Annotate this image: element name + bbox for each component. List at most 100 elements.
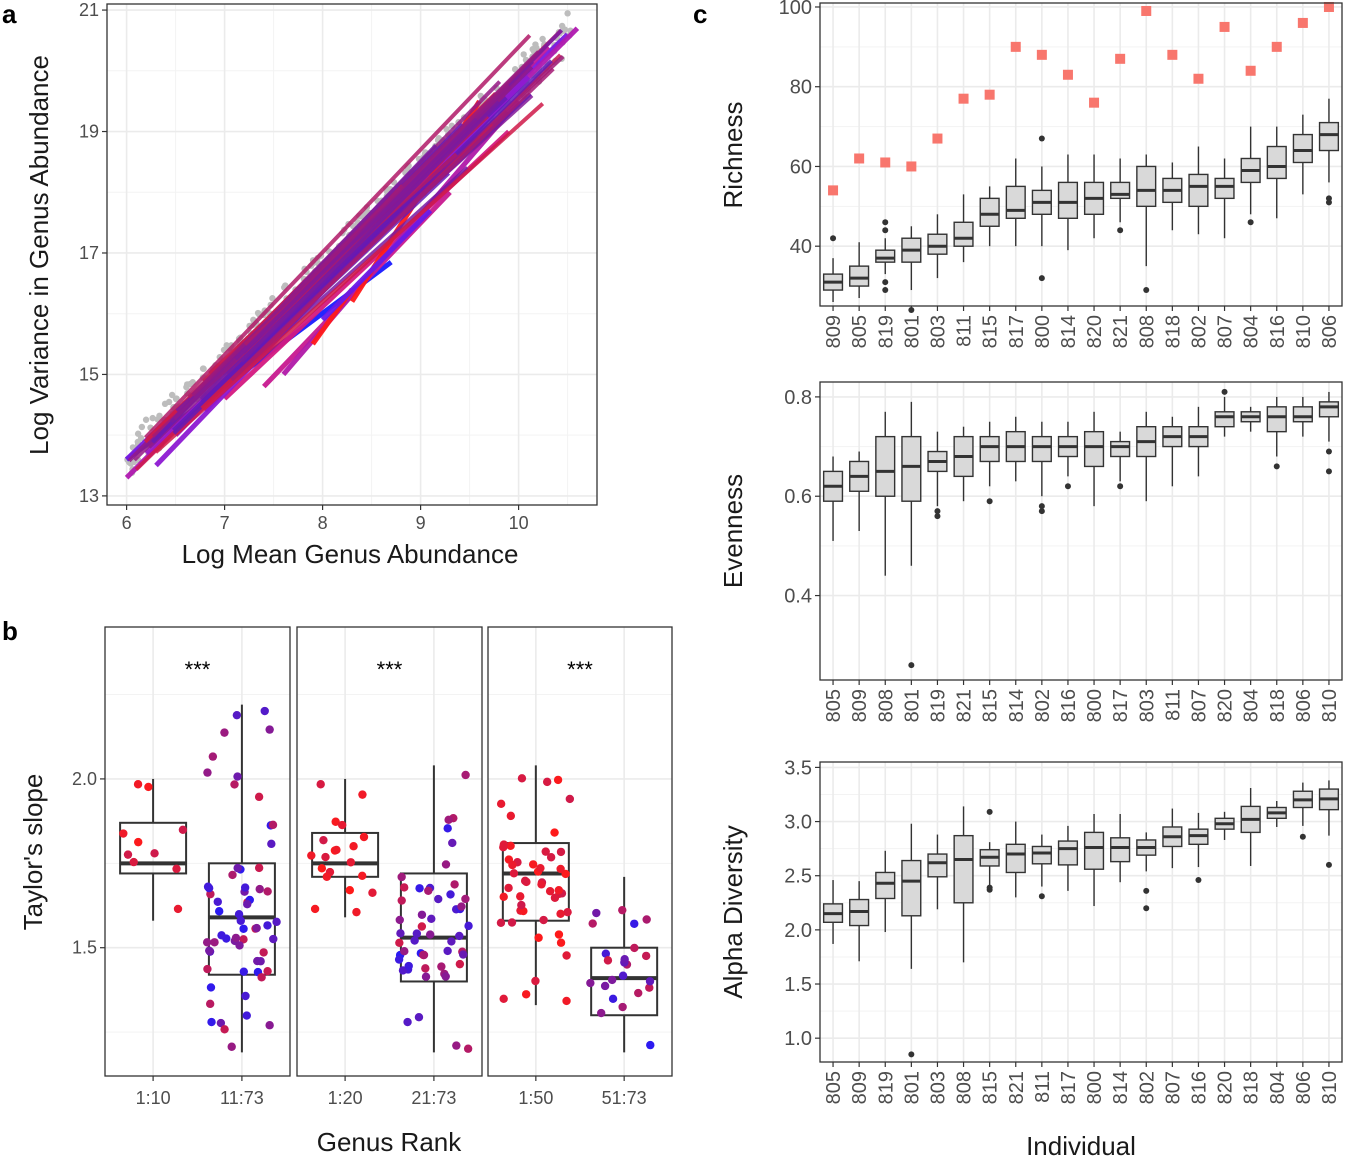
box <box>501 842 570 922</box>
y-tick-label: 3.0 <box>784 812 812 834</box>
y-tick-label: 1.5 <box>784 974 812 996</box>
x-tick-label: 809 <box>849 689 871 722</box>
jitter-point <box>458 950 468 959</box>
max-richness-marker <box>828 185 839 196</box>
jitter-point <box>421 972 431 981</box>
jitter-point <box>562 951 571 960</box>
y-tick-label: 3.5 <box>784 757 812 779</box>
jitter-point <box>641 951 651 961</box>
outlier-point <box>1038 503 1045 510</box>
jitter-point <box>205 946 214 955</box>
panel-letter-b: b <box>2 616 18 646</box>
outlier-point <box>934 508 941 515</box>
y-tick-label: 13 <box>79 486 99 506</box>
box <box>901 435 922 502</box>
box <box>1136 165 1157 208</box>
jitter-point <box>255 884 264 894</box>
jitter-point <box>267 839 276 849</box>
x-tick-label: 821 <box>1006 1071 1028 1104</box>
jitter-point <box>534 933 543 942</box>
jitter-point <box>332 845 341 855</box>
outlier-point <box>934 513 941 520</box>
outlier-point <box>1143 905 1150 912</box>
jitter-point <box>499 892 508 901</box>
box <box>1214 411 1235 428</box>
data-point <box>532 41 539 48</box>
y-tick-label: 100 <box>779 0 812 19</box>
x-tick-label: 814 <box>1006 689 1028 722</box>
outlier-point <box>1325 861 1332 868</box>
jitter-point <box>399 883 409 892</box>
fit-line <box>230 67 555 382</box>
jitter-point <box>322 872 332 881</box>
jitter-point <box>546 853 556 862</box>
facet-background <box>297 627 482 1076</box>
box <box>927 853 948 878</box>
y-axis-title: Log Variance in Genus Abundance <box>24 55 54 455</box>
plot-background <box>820 762 1342 1062</box>
jitter-point <box>316 780 325 789</box>
outlier-point <box>830 235 837 242</box>
x-tick-label: 803 <box>927 315 949 348</box>
outlier-point <box>882 219 889 226</box>
jitter-point <box>499 994 508 1003</box>
panel-a: 6 7 8 9 10 13 15 17 19 21 Log Mean Genus Abundance… <box>24 0 598 569</box>
jitter-point <box>463 1044 473 1053</box>
x-tick-label: 817 <box>1110 689 1132 722</box>
jitter-point <box>565 794 575 804</box>
outlier-point <box>1038 893 1045 900</box>
x-tick-label: 814 <box>1110 1071 1132 1104</box>
x-tick-label: 818 <box>1241 1071 1263 1104</box>
data-point <box>142 416 150 423</box>
jitter-point <box>520 876 530 886</box>
y-tick-label: 60 <box>790 156 812 178</box>
jitter-point <box>268 820 278 830</box>
jitter-point <box>434 894 443 904</box>
x-tick-label: 8 <box>318 513 328 533</box>
x-tick-label: 815 <box>980 689 1002 722</box>
outlier-point <box>1325 448 1332 455</box>
max-richness-marker <box>984 89 995 100</box>
y-axis-title: Alpha Diversity <box>718 825 748 998</box>
x-tick-label: 806 <box>1293 1071 1315 1104</box>
jitter-point <box>447 937 456 946</box>
jitter-point <box>444 815 453 824</box>
jitter-point <box>600 981 610 991</box>
jitter-point <box>642 915 651 924</box>
max-richness-marker <box>1271 41 1282 52</box>
jitter-point <box>263 966 272 976</box>
max-richness-marker <box>1089 97 1100 108</box>
jitter-point <box>521 990 531 999</box>
x-tick-label: 806 <box>1319 315 1341 348</box>
x-tick-label: 811 <box>1162 689 1184 721</box>
jitter-point <box>254 792 264 802</box>
jitter-point <box>554 886 564 895</box>
x-tick-label: 805 <box>823 1071 845 1104</box>
x-axis-title: Log Mean Genus Abundance <box>182 539 519 569</box>
facet-border <box>104 626 291 1077</box>
box <box>1057 181 1079 219</box>
jitter-point <box>269 934 278 944</box>
y-tick-label: 80 <box>790 77 812 99</box>
significance-label: *** <box>377 657 403 682</box>
outlier-point <box>1143 287 1150 294</box>
x-tick-label: 809 <box>849 1071 871 1104</box>
outlier-point <box>882 279 889 286</box>
jitter-point <box>203 964 212 974</box>
jitter-point <box>630 943 639 953</box>
x-tick-label: 808 <box>1136 315 1158 348</box>
jitter-point <box>528 860 538 869</box>
x-tick-label: 7 <box>220 513 230 533</box>
jitter-point <box>517 774 527 783</box>
jitter-point <box>516 892 525 901</box>
y-tick-label: 40 <box>790 236 812 258</box>
box <box>953 834 974 904</box>
jitter-point <box>173 904 183 914</box>
jitter-point <box>461 770 470 780</box>
x-tick-label: 810 <box>1319 689 1341 722</box>
x-tick-label: 10 <box>509 513 529 533</box>
fit-line <box>144 33 532 440</box>
x-tick-label: 21:73 <box>411 1088 456 1108</box>
x-tick-label: 816 <box>1188 1071 1210 1104</box>
